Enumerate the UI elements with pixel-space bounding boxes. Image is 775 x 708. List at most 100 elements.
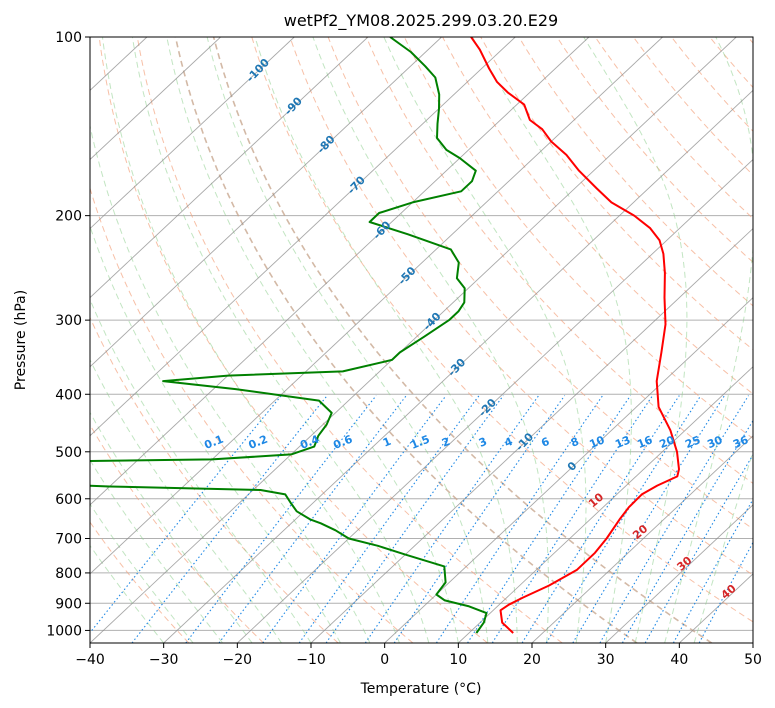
x-tick-label: 30 [597,652,615,668]
mixing-ratio-line [131,395,328,643]
plot-frame [89,36,754,644]
mixing-ratio-lines [90,395,753,643]
x-tick-label: −10 [296,652,326,668]
moist-adiabat [90,224,341,643]
dry-adiabat [327,37,753,530]
mixing-ratio-label: 36 [731,433,750,451]
x-tick-label: 50 [744,652,762,668]
moist-adiabat [90,123,371,643]
moist-adiabat [472,37,632,643]
isotherm-line [0,37,73,643]
isotherm-line [752,642,753,643]
mixing-ratio-label: 10 [587,433,606,451]
mixing-ratio-label: 13 [613,433,632,451]
isotherm-line [90,37,516,437]
mixing-ratio-line [325,395,504,643]
mixing-ratio-label: 16 [635,433,654,451]
y-tick-label: 400 [55,387,82,403]
isotherm-line [531,435,753,643]
y-tick-label: 500 [55,445,82,461]
x-tick-label: −20 [223,652,253,668]
mixing-ratio-line [218,395,407,643]
moist-adiabat [693,450,753,643]
mixing-ratio-label: 1 [381,435,393,450]
temperature-profile [470,37,680,634]
mixing-ratio-label: 20 [657,433,676,451]
mixing-ratio-line [572,395,725,643]
x-tick-label: 40 [670,652,688,668]
mixing-ratio-label: 3 [477,435,489,450]
moist-adiabat [166,37,459,643]
moist-adiabat [102,37,400,643]
x-tick-label: −30 [149,652,179,668]
profile-series [90,37,680,634]
isotherm-line [605,504,753,643]
moist-adiabat [131,37,430,643]
dry-adiabat [289,37,753,576]
y-tick-label: 300 [55,313,82,329]
isotherm-line [163,89,753,643]
dry-adiabat [90,521,190,643]
y-tick-label: 200 [55,209,82,225]
moist-adiabat [90,298,312,643]
y-axis-ticks: 100 200 300 400 500 600 700 800 900 1000 [46,30,90,639]
mixing-ratio-line [599,395,749,643]
isotherm-line [384,297,753,643]
mixing-ratio-line [644,453,753,643]
isotherm-line [90,37,737,643]
chart-title: wetPf2_YM08.2025.299.03.20.E29 [284,11,558,31]
dry-adiabat [556,37,753,263]
dry-adiabat [90,316,339,643]
x-axis-ticks: −40 −30 −20 −10 0 10 20 30 40 50 [75,643,762,668]
dry-adiabat [212,37,713,643]
mixing-ratio-line [491,395,654,643]
dry-adiabat [90,186,414,643]
isotherm-line [310,227,753,643]
dewpoint-profile [90,37,488,634]
y-tick-label: 1000 [46,623,82,639]
y-tick-label: 100 [55,30,82,46]
y-tick-label: 800 [55,566,82,582]
isobar-lines [90,37,753,631]
isotherm-line [90,37,221,161]
dry-adiabat [136,37,563,643]
moist-adiabat [206,37,489,643]
mixing-ratio-line [521,395,680,643]
isotherm-line [90,37,295,230]
dry-adiabat [594,37,753,220]
isotherm-line [90,37,442,368]
moist-adiabat [90,358,282,643]
y-axis-label: Pressure (hPa) [13,290,29,390]
mixing-ratio-line [621,419,753,643]
isotherm-line [237,158,753,643]
y-tick-label: 900 [55,596,82,612]
x-axis-label: Temperature (°C) [360,681,482,697]
mixing-ratio-line [435,395,604,643]
mixing-ratio-line [393,395,566,643]
y-tick-label: 700 [55,532,82,548]
dry-adiabat [480,37,753,351]
isotherm-line [458,366,753,643]
moist-adiabat [312,37,549,643]
mixing-ratio-label: 2 [440,435,452,450]
mixing-ratio-line [298,395,480,643]
mixing-ratio-label: 25 [683,433,702,451]
plot-area [90,37,753,643]
mixing-ratio-line [672,498,753,643]
isotherm-lines [0,37,753,643]
x-tick-label: −40 [75,652,105,668]
isotherm-line [90,37,663,575]
mixing-ratio-label: 30 [705,433,724,451]
mixing-ratio-line [545,395,702,643]
isotherm-line [90,37,590,506]
isotherm-line [90,37,369,299]
moist-adiabat [664,37,753,643]
dry-adiabat [442,37,753,395]
y-tick-label: 600 [55,492,82,508]
moist-adiabat [583,37,688,643]
x-tick-label: 10 [449,652,467,668]
x-tick-label: 0 [380,652,389,668]
dry-adiabat [174,37,638,643]
moist-adiabat [254,37,518,643]
